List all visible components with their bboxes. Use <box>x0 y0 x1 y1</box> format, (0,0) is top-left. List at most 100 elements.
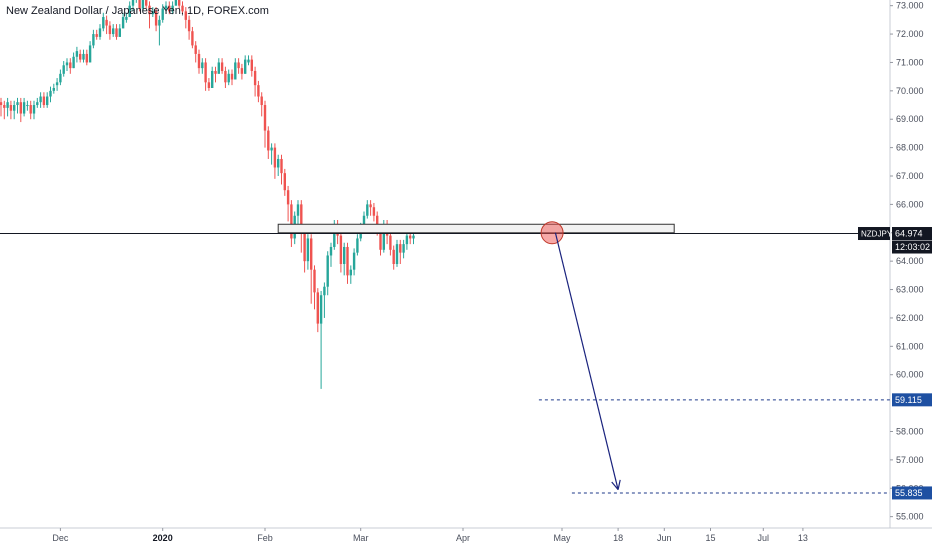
x-tick-label: May <box>553 533 571 543</box>
candle-body <box>154 11 158 26</box>
candle-body <box>405 235 409 245</box>
candle-body <box>217 62 220 74</box>
candle-body <box>197 53 201 69</box>
y-tick-label: 55.000 <box>896 512 924 522</box>
candle-body <box>230 73 234 80</box>
candle-body <box>201 62 204 69</box>
y-tick-label: 71.000 <box>896 57 924 67</box>
candle-body <box>244 59 247 74</box>
projection-arrowhead <box>617 479 621 490</box>
candle-body <box>227 73 230 83</box>
candle-body <box>211 70 214 88</box>
y-tick-label: 60.000 <box>896 370 924 380</box>
candle-body <box>303 229 306 262</box>
candle-body <box>356 238 359 253</box>
target-level-label: 55.835 <box>895 488 923 498</box>
countdown-label: 12:03:02 <box>895 242 930 252</box>
y-tick-label: 63.000 <box>896 285 924 295</box>
candle-body <box>333 224 336 247</box>
candle-body <box>260 96 263 106</box>
candle-body <box>399 244 402 253</box>
candle-body <box>108 25 112 35</box>
candle-body <box>207 82 211 88</box>
candle-body <box>369 204 372 208</box>
candle-body <box>402 244 405 253</box>
candle-body <box>105 19 108 26</box>
candle-body <box>65 62 69 66</box>
candle-body <box>145 0 148 6</box>
x-tick-label: Jun <box>657 533 672 543</box>
candle-body <box>349 269 352 276</box>
candle-body <box>343 246 346 264</box>
candle-body <box>0 102 3 106</box>
x-tick-label: 15 <box>705 533 715 543</box>
candle-body <box>161 8 164 20</box>
candle-body <box>102 17 105 29</box>
candle-body <box>366 204 369 216</box>
candle-body <box>138 0 141 9</box>
candle-body <box>164 5 168 9</box>
y-tick-label: 61.000 <box>896 341 924 351</box>
candle-body <box>306 238 310 262</box>
candle-body <box>72 56 75 69</box>
candle-body <box>178 0 181 6</box>
candle-body <box>125 17 128 20</box>
candle-body <box>79 53 82 60</box>
candle-body <box>286 190 290 205</box>
candle-body <box>250 59 253 71</box>
candle-body <box>88 45 92 63</box>
candle-body <box>55 82 59 86</box>
y-tick-label: 64.000 <box>896 256 924 266</box>
x-tick-label: Apr <box>456 533 470 543</box>
candle-body <box>52 88 55 91</box>
projection-arrowhead <box>611 481 619 491</box>
candle-body <box>224 70 227 83</box>
x-tick-label: Jul <box>758 533 770 543</box>
resistance-zone <box>277 223 675 234</box>
candle-body <box>326 255 329 287</box>
chart-title: New Zealand Dollar / Japanese Yen, 1D, F… <box>6 5 269 17</box>
candle-body <box>16 102 19 106</box>
x-tick-label: Mar <box>353 533 369 543</box>
y-tick-label: 68.000 <box>896 143 924 153</box>
last-price-tag <box>892 227 932 241</box>
symbol-tag <box>858 227 890 241</box>
candle-body <box>95 34 98 37</box>
candle-body <box>9 105 13 111</box>
candle-body <box>214 70 217 74</box>
target-level-label: 59.115 <box>895 395 922 405</box>
candle-body <box>412 235 415 239</box>
candle-body <box>141 0 145 9</box>
candle-body <box>277 158 280 168</box>
candle-body <box>247 59 250 63</box>
candle-body <box>379 232 382 250</box>
candle-body <box>46 96 49 106</box>
x-tick-label: Feb <box>257 533 273 543</box>
candle-body <box>290 204 293 239</box>
candle-body <box>270 147 273 151</box>
y-tick-label: 57.000 <box>896 455 924 465</box>
candle-body <box>273 147 277 168</box>
candle-body <box>6 102 9 108</box>
candle-body <box>409 235 412 239</box>
candle-body <box>174 0 178 6</box>
candle-body <box>237 62 240 69</box>
candle-body <box>115 28 118 37</box>
candle-body <box>234 62 237 80</box>
candle-body <box>181 5 184 12</box>
y-tick-label: 58.000 <box>896 426 924 436</box>
candle-body <box>62 65 65 74</box>
candle-body <box>352 252 356 270</box>
candle-body <box>389 235 392 250</box>
candle-body <box>29 105 32 114</box>
candle-body <box>82 53 85 60</box>
countdown-tag <box>892 240 932 254</box>
candle-body <box>220 62 224 71</box>
candle-body <box>26 105 29 107</box>
candle-body <box>296 204 300 216</box>
x-tick-label: Dec <box>52 533 69 543</box>
candle-body <box>13 105 16 111</box>
candle-body <box>32 105 36 114</box>
